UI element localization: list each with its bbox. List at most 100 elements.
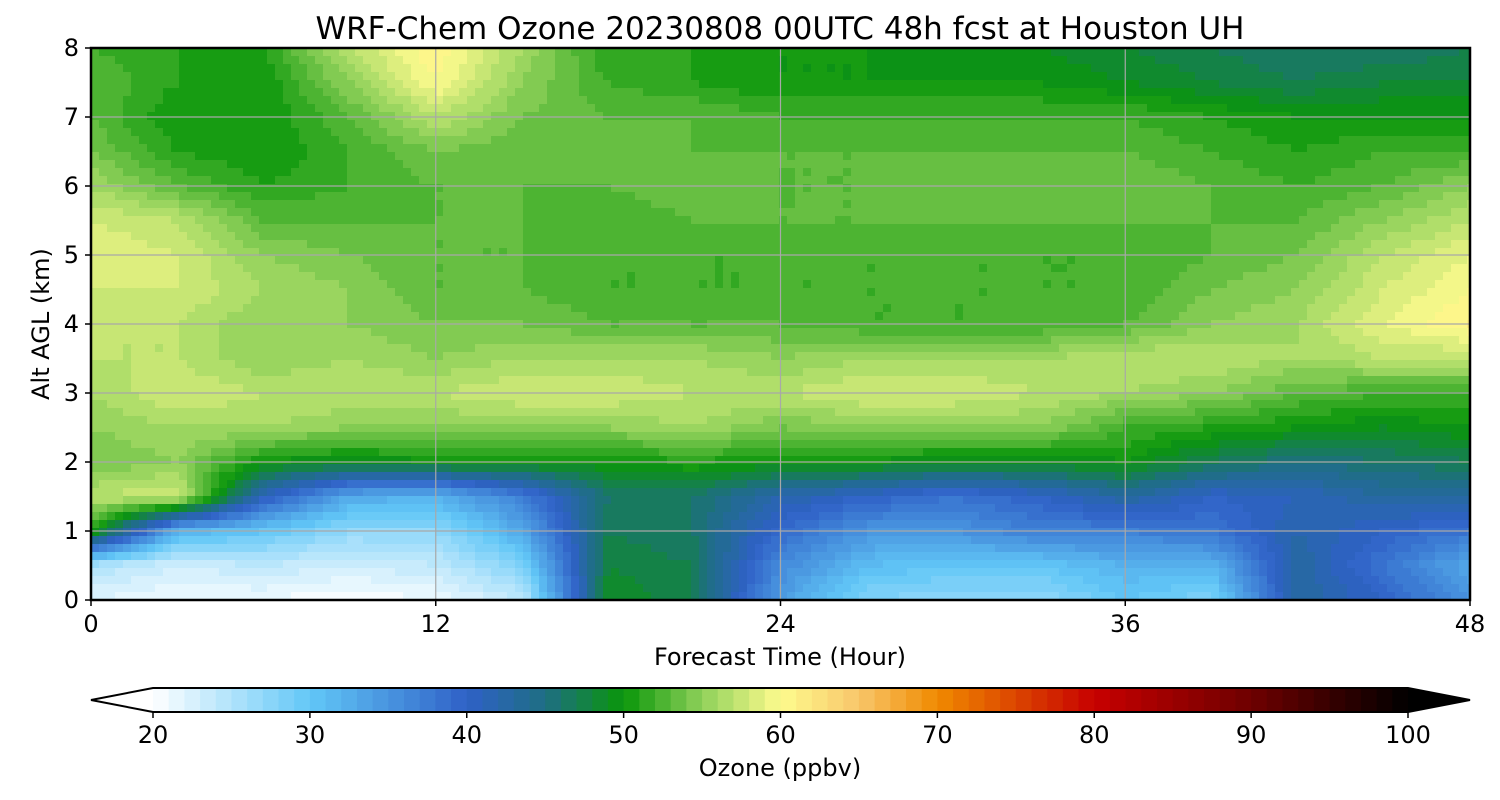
contour-cell — [779, 136, 788, 145]
contour-cell — [187, 120, 196, 129]
contour-cell — [1155, 176, 1164, 185]
contour-cell — [91, 168, 100, 177]
contour-cell — [1099, 224, 1108, 233]
contour-cell — [715, 96, 724, 105]
contour-cell — [931, 120, 940, 129]
contour-cell — [1347, 104, 1356, 113]
contour-cell — [1267, 184, 1276, 193]
contour-cell — [1091, 232, 1100, 241]
contour-cell — [963, 120, 972, 129]
contour-cell — [915, 192, 924, 201]
contour-cell — [667, 272, 676, 281]
contour-cell — [459, 88, 468, 97]
contour-cell — [651, 240, 660, 249]
contour-cell — [1131, 160, 1140, 169]
contour-cell — [267, 208, 276, 217]
contour-cell — [467, 56, 476, 65]
contour-cell — [467, 240, 476, 249]
contour-cell — [195, 112, 204, 121]
contour-cell — [1131, 232, 1140, 241]
contour-cell — [275, 216, 284, 225]
contour-cell — [1355, 248, 1364, 257]
contour-cell — [123, 128, 132, 137]
contour-cell — [979, 248, 988, 257]
contour-cell — [115, 144, 124, 153]
contour-cell — [1307, 72, 1316, 81]
contour-cell — [579, 264, 588, 273]
contour-cell — [563, 160, 572, 169]
contour-cell — [1251, 256, 1260, 265]
contour-cell — [211, 248, 220, 257]
contour-cell — [1331, 240, 1340, 249]
contour-cell — [1315, 200, 1324, 209]
contour-cell — [1083, 256, 1092, 265]
contour-cell — [1099, 88, 1108, 97]
contour-cell — [1051, 144, 1060, 153]
contour-cell — [643, 256, 652, 265]
contour-cell — [523, 96, 532, 105]
contour-cell — [483, 136, 492, 145]
contour-cell — [899, 184, 908, 193]
contour-cell — [715, 56, 724, 65]
contour-cell — [219, 48, 228, 57]
contour-cell — [1459, 104, 1468, 113]
contour-cell — [843, 216, 852, 225]
contour-cell — [891, 152, 900, 161]
contour-cell — [379, 56, 388, 65]
contour-cell — [827, 176, 836, 185]
contour-cell — [691, 72, 700, 81]
contour-cell — [1363, 72, 1372, 81]
contour-cell — [507, 72, 516, 81]
contour-cell — [1419, 232, 1428, 241]
contour-cell — [899, 216, 908, 225]
contour-cell — [163, 176, 172, 185]
contour-cell — [435, 152, 444, 161]
contour-cell — [267, 80, 276, 89]
contour-cell — [699, 96, 708, 105]
contour-cell — [1307, 144, 1316, 153]
contour-cell — [1459, 80, 1468, 89]
contour-cell — [459, 152, 468, 161]
contour-cell — [259, 248, 268, 257]
contour-cell — [1059, 192, 1068, 201]
contour-cell — [347, 144, 356, 153]
contour-cell — [195, 216, 204, 225]
contour-cell — [643, 248, 652, 257]
contour-cell — [459, 200, 468, 209]
contour-cell — [835, 192, 844, 201]
contour-cell — [1147, 168, 1156, 177]
contour-cell — [1347, 248, 1356, 257]
contour-cell — [1171, 264, 1180, 273]
contour-cell — [1179, 104, 1188, 113]
contour-cell — [1211, 200, 1220, 209]
contour-cell — [979, 152, 988, 161]
contour-cell — [1011, 96, 1020, 105]
contour-cell — [363, 216, 372, 225]
contour-cell — [1267, 88, 1276, 97]
contour-cell — [467, 136, 476, 145]
contour-cell — [1107, 160, 1116, 169]
contour-cell — [643, 184, 652, 193]
contour-cell — [1059, 208, 1068, 217]
contour-cell — [115, 96, 124, 105]
contour-cell — [1323, 224, 1332, 233]
contour-cell — [635, 152, 644, 161]
contour-cell — [995, 56, 1004, 65]
contour-cell — [835, 128, 844, 137]
contour-cell — [283, 104, 292, 113]
contour-cell — [171, 72, 180, 81]
contour-cell — [139, 264, 148, 273]
contour-cell — [523, 216, 532, 225]
contour-cell — [979, 216, 988, 225]
contour-cell — [283, 192, 292, 201]
contour-cell — [899, 272, 908, 281]
contour-cell — [931, 208, 940, 217]
contour-cell — [1275, 216, 1284, 225]
contour-cell — [387, 232, 396, 241]
contour-cell — [1171, 192, 1180, 201]
contour-cell — [923, 48, 932, 57]
contour-cell — [1235, 48, 1244, 57]
contour-cell — [1163, 48, 1172, 57]
contour-cell — [1155, 56, 1164, 65]
contour-cell — [1027, 272, 1036, 281]
